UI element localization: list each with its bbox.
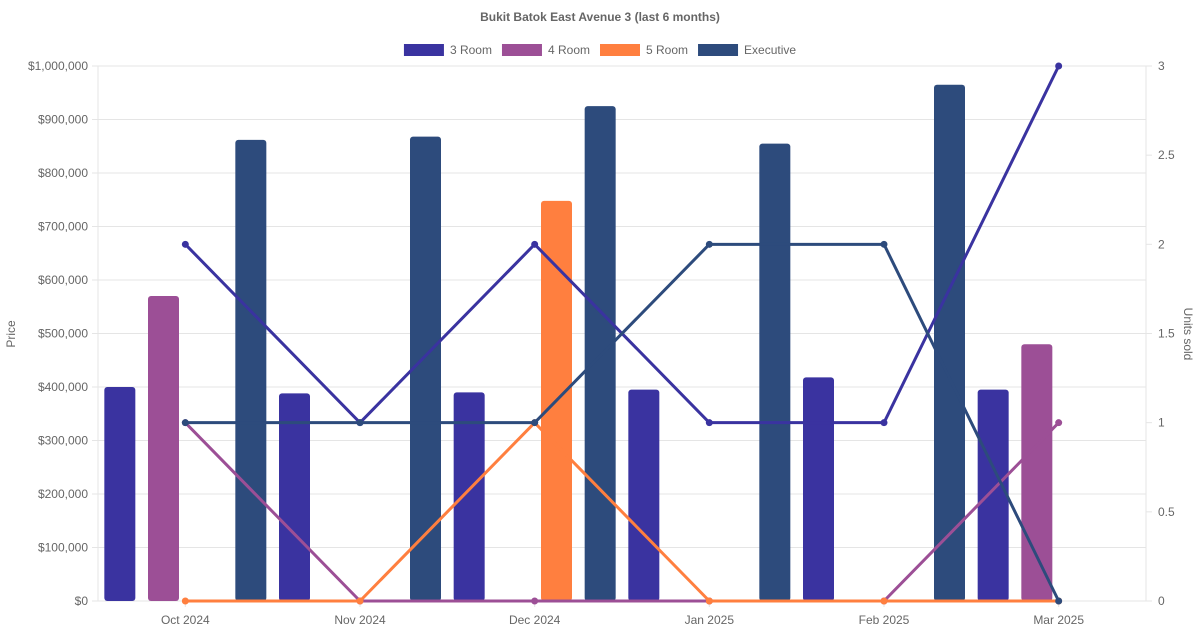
x-tick-label: Dec 2024 (509, 613, 561, 627)
line-4-room (184, 421, 1060, 603)
y-tick-label: $700,000 (38, 220, 88, 234)
point-4-room-mar-2025[interactable] (1055, 419, 1063, 427)
grid-lines (92, 65, 1152, 607)
y2-tick-label: 2.5 (1158, 148, 1175, 162)
legend-swatch (501, 44, 542, 56)
y-tick-label: $1,000,000 (28, 59, 88, 73)
point-5-room-jan-2025[interactable] (705, 597, 713, 605)
point-4-room-dec-2024[interactable] (531, 597, 539, 605)
y2-tick-label: 0 (1158, 594, 1165, 608)
bar-3-room-jan-2025[interactable] (628, 389, 660, 601)
line-5-room (185, 421, 1059, 603)
y2-tick-label: 0.5 (1158, 505, 1175, 519)
axes: $0 $100,000 $200,000 $300,000 $400,000 $500,0… (28, 59, 1175, 627)
price-bars (104, 84, 1053, 602)
x-tick-label: Jan 2025 (685, 613, 735, 627)
bar-3-room-nov-2024[interactable] (279, 393, 310, 601)
y2-axis-label: Units sold (1181, 308, 1195, 361)
point-executive-feb-2025[interactable] (880, 240, 888, 248)
y-axis-label: Price (4, 320, 18, 348)
y2-tick-label: 1 (1158, 416, 1165, 430)
point-3-room-jan-2025[interactable] (705, 419, 713, 427)
point-executive-dec-2024[interactable] (531, 419, 539, 427)
point-3-room-oct-2024[interactable] (181, 240, 189, 248)
bar-executive-nov-2024[interactable] (410, 136, 441, 601)
point-5-room-oct-2024[interactable] (181, 597, 189, 605)
legend-item-3-room[interactable]: 3 Room (403, 43, 492, 57)
point-executive-jan-2025[interactable] (705, 240, 713, 248)
legend-swatch (600, 44, 640, 56)
legend-item-5-room[interactable]: 5 Room (600, 43, 688, 57)
y-tick-label: $300,000 (38, 434, 88, 448)
y-tick-label: $500,000 (38, 327, 88, 341)
legend-swatch (698, 44, 739, 56)
point-3-room-mar-2025[interactable] (1055, 62, 1063, 70)
bar-executive-oct-2024[interactable] (235, 139, 267, 601)
x-tick-label: Mar 2025 (1033, 613, 1084, 627)
legend-label: 4 Room (548, 43, 590, 57)
x-tick-label: Nov 2024 (334, 613, 386, 627)
legend-label: 5 Room (646, 43, 688, 57)
point-executive-oct-2024[interactable] (181, 419, 189, 427)
point-3-room-dec-2024[interactable] (531, 240, 539, 248)
y-tick-label: $900,000 (38, 113, 88, 127)
chart-title: Bukit Batok East Avenue 3 (last 6 months… (480, 10, 720, 24)
y2-tick-label: 1.5 (1158, 327, 1175, 341)
units-lines (181, 62, 1063, 605)
y-tick-label: $0 (75, 594, 89, 608)
point-5-room-nov-2024[interactable] (356, 597, 364, 605)
y2-tick-label: 3 (1158, 59, 1165, 73)
bar-executive-feb-2025[interactable] (934, 84, 965, 602)
point-3-room-feb-2025[interactable] (880, 419, 888, 427)
bar-executive-dec-2024[interactable] (584, 106, 616, 601)
y-tick-label: $100,000 (38, 541, 88, 555)
x-tick-label: Oct 2024 (161, 613, 210, 627)
bar-3-room-mar-2025[interactable] (977, 389, 1009, 601)
legend-item-executive[interactable]: Executive (698, 43, 796, 57)
legend-label: Executive (744, 43, 796, 57)
point-executive-nov-2024[interactable] (356, 419, 364, 427)
line-executive (185, 242, 1061, 602)
bar-4-room-mar-2025[interactable] (1021, 344, 1053, 601)
legend: 3 Room 4 Room 5 Room Executive (403, 43, 796, 57)
legend-label: 3 Room (450, 43, 492, 57)
bar-3-room-dec-2024[interactable] (453, 392, 485, 601)
bar-3-room-feb-2025[interactable] (803, 377, 834, 601)
y-tick-label: $400,000 (38, 380, 88, 394)
bar-executive-jan-2025[interactable] (759, 143, 791, 601)
y-tick-label: $800,000 (38, 166, 88, 180)
y-tick-label: $200,000 (38, 487, 88, 501)
bar-3-room-oct-2024[interactable] (104, 387, 136, 601)
y-tick-label: $600,000 (38, 273, 88, 287)
point-executive-mar-2025[interactable] (1055, 597, 1063, 605)
legend-swatch (403, 44, 444, 56)
y2-tick-label: 2 (1158, 237, 1165, 251)
point-5-room-feb-2025[interactable] (880, 597, 888, 605)
legend-item-4-room[interactable]: 4 Room (501, 43, 590, 57)
bar-4-room-oct-2024[interactable] (148, 296, 179, 601)
x-tick-label: Feb 2025 (859, 613, 910, 627)
